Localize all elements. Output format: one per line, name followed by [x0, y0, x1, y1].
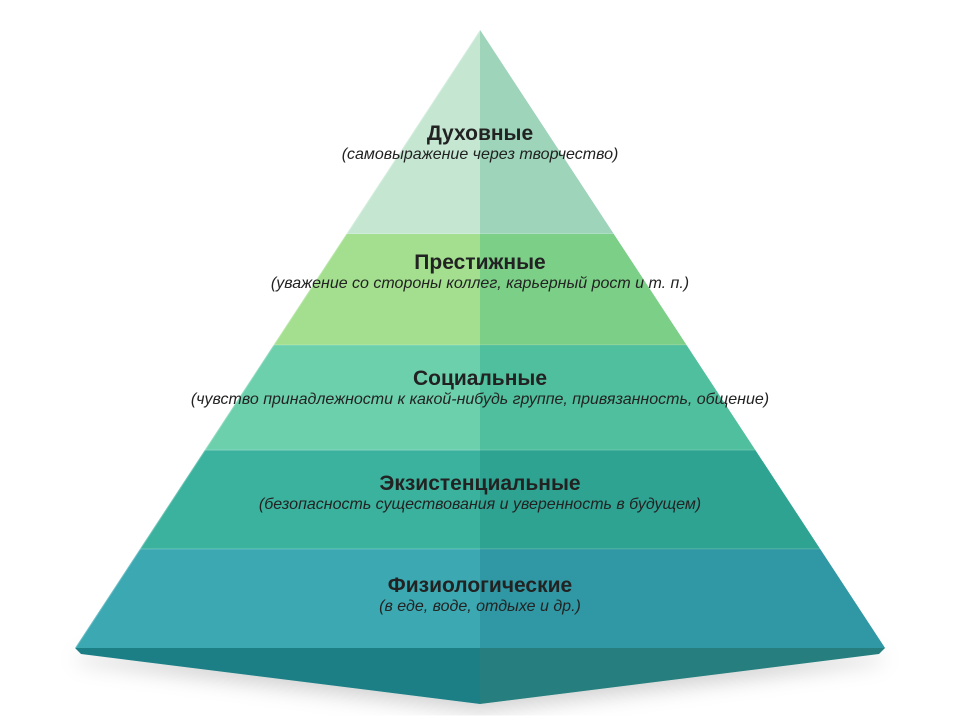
- pyramid-level-desc: (уважение со стороны коллег, карьерный р…: [0, 275, 960, 293]
- pyramid-level-2: Социальные(чувство принадлежности к како…: [0, 367, 960, 410]
- pyramid-level-1: Престижные(уважение со стороны коллег, к…: [0, 251, 960, 294]
- pyramid-level-title: Экзистенциальные: [0, 472, 960, 496]
- pyramid-level-title: Престижные: [0, 251, 960, 275]
- pyramid-level-4: Физиологические(в еде, воде, отдыхе и др…: [0, 574, 960, 617]
- pyramid-level-title: Социальные: [0, 367, 960, 391]
- pyramid-level-0: Духовные(самовыражение через творчество): [0, 122, 960, 165]
- pyramid-level-desc: (чувство принадлежности к какой-нибудь г…: [0, 391, 960, 409]
- pyramid-level-title: Духовные: [0, 122, 960, 146]
- pyramid-level-3: Экзистенциальные(безопасность существова…: [0, 472, 960, 515]
- pyramid-labels: Духовные(самовыражение через творчество)…: [0, 0, 960, 720]
- pyramid-level-desc: (самовыражение через творчество): [0, 146, 960, 164]
- pyramid-level-desc: (в еде, воде, отдыхе и др.): [0, 598, 960, 616]
- pyramid-level-title: Физиологические: [0, 574, 960, 598]
- pyramid-level-desc: (безопасность существования и уверенност…: [0, 496, 960, 514]
- pyramid-diagram: Духовные(самовыражение через творчество)…: [0, 0, 960, 720]
